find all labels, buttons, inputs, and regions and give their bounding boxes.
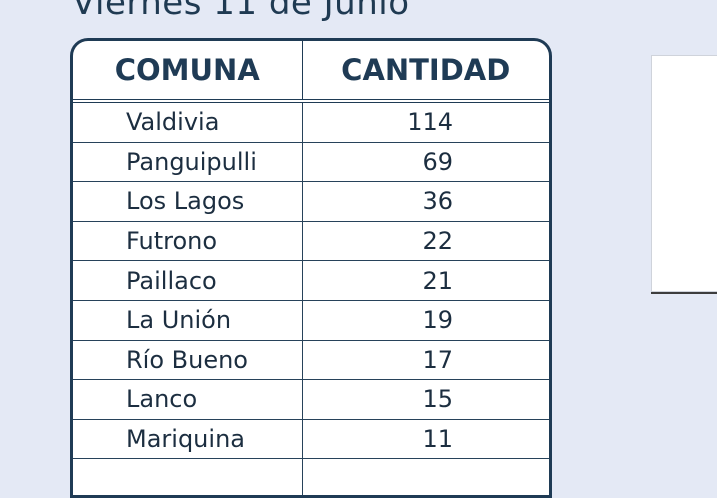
header-comuna: COMUNA <box>73 41 303 103</box>
table-row: Futrono 22 <box>73 221 549 262</box>
cell-comuna: La Unión <box>73 300 303 341</box>
cell-cantidad: 69 <box>302 142 549 183</box>
cell-cantidad: 19 <box>302 300 549 341</box>
cell-cantidad: 36 <box>302 181 549 222</box>
table-row: Río Bueno 17 <box>73 340 549 381</box>
cell-cantidad: 114 <box>302 101 549 143</box>
comuna-cases-table: COMUNA CANTIDAD Valdivia 114 Panguipulli… <box>70 38 552 498</box>
cell-comuna: Lanco <box>73 379 303 420</box>
table-row-partial <box>73 458 549 495</box>
cell-comuna: Futrono <box>73 221 303 262</box>
cell-comuna: Valdivia <box>73 101 303 143</box>
table-row: Mariquina 11 <box>73 419 549 460</box>
table-row: Lanco 15 <box>73 379 549 420</box>
cell-cantidad: 17 <box>302 340 549 381</box>
table-row: La Unión 19 <box>73 300 549 341</box>
cell-cantidad: 11 <box>302 419 549 460</box>
cell-cantidad: 22 <box>302 221 549 262</box>
cell-cantidad-cut <box>302 458 549 495</box>
side-panel <box>651 55 717 292</box>
data-table: COMUNA CANTIDAD Valdivia 114 Panguipulli… <box>73 41 549 495</box>
date-heading: Viernes 11 de Junio <box>72 0 410 23</box>
cell-comuna-cut <box>73 458 303 495</box>
cell-comuna: Paillaco <box>73 260 303 301</box>
header-cantidad: CANTIDAD <box>302 41 549 103</box>
table-row: Los Lagos 36 <box>73 181 549 222</box>
table-row: Paillaco 21 <box>73 260 549 301</box>
cell-comuna: Panguipulli <box>73 142 303 183</box>
cell-cantidad: 15 <box>302 379 549 420</box>
table-row: Valdivia 114 <box>73 101 549 143</box>
table-header-row: COMUNA CANTIDAD <box>73 41 549 103</box>
cell-cantidad: 21 <box>302 260 549 301</box>
cell-comuna: Los Lagos <box>73 181 303 222</box>
cell-comuna: Río Bueno <box>73 340 303 381</box>
table-row: Panguipulli 69 <box>73 142 549 183</box>
cell-comuna: Mariquina <box>73 419 303 460</box>
